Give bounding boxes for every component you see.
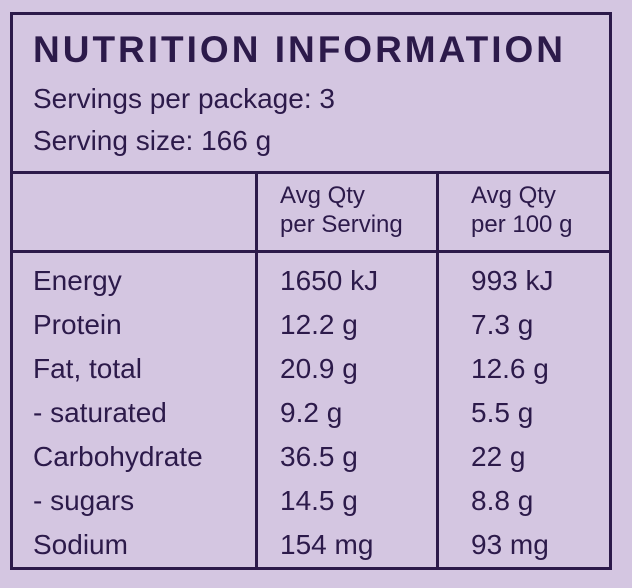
per-100g-value: 8.8 g xyxy=(471,485,534,516)
nutrient-rows: Energy 1650 kJ 993 kJ Protein 12.2 g 7.3… xyxy=(13,259,609,567)
nutrition-panel: NUTRITION INFORMATION Servings per packa… xyxy=(10,12,612,570)
per-serving-value: 9.2 g xyxy=(280,397,343,428)
per-serving-value: 12.2 g xyxy=(280,309,358,340)
nutrient-name: Carbohydrate xyxy=(33,441,203,472)
per-100g-value: 993 kJ xyxy=(471,265,554,296)
divider-header xyxy=(13,250,609,253)
per-serving-value: 1650 kJ xyxy=(280,265,379,296)
serving-size: Serving size: 166 g xyxy=(33,125,272,156)
column-header-per-100g: Avg Qty per 100 g xyxy=(471,181,572,239)
nutrient-name: Energy xyxy=(33,265,122,296)
column-header-per-serving: Avg Qty per Serving xyxy=(280,181,403,239)
nutrient-name: Sodium xyxy=(33,529,128,560)
divider-top xyxy=(13,171,609,174)
table-row: - saturated 9.2 g 5.5 g xyxy=(13,391,609,435)
table-row: Sodium 154 mg 93 mg xyxy=(13,523,609,567)
table-row: Energy 1650 kJ 993 kJ xyxy=(13,259,609,303)
per-100g-value: 7.3 g xyxy=(471,309,534,340)
nutrient-name: - sugars xyxy=(33,485,135,516)
servings-per-package: Servings per package: 3 xyxy=(33,83,335,114)
per-100g-value: 22 g xyxy=(471,441,526,472)
table-row: Fat, total 20.9 g 12.6 g xyxy=(13,347,609,391)
table-row: - sugars 14.5 g 8.8 g xyxy=(13,479,609,523)
nutrient-name: - saturated xyxy=(33,397,167,428)
per-serving-value: 14.5 g xyxy=(280,485,358,516)
per-100g-value: 5.5 g xyxy=(471,397,534,428)
column-divider-2 xyxy=(436,171,439,567)
per-serving-value: 154 mg xyxy=(280,529,374,560)
table-row: Carbohydrate 36.5 g 22 g xyxy=(13,435,609,479)
column-header-line: per Serving xyxy=(280,211,403,238)
per-serving-value: 20.9 g xyxy=(280,353,358,384)
nutrient-name: Fat, total xyxy=(33,353,142,384)
per-100g-value: 93 mg xyxy=(471,529,549,560)
column-header-line: Avg Qty xyxy=(471,182,556,209)
column-header-line: Avg Qty xyxy=(280,182,365,209)
column-divider-1 xyxy=(255,171,258,567)
nutrient-name: Protein xyxy=(33,309,122,340)
table-row: Protein 12.2 g 7.3 g xyxy=(13,303,609,347)
per-serving-value: 36.5 g xyxy=(280,441,358,472)
per-100g-value: 12.6 g xyxy=(471,353,549,384)
panel-title: NUTRITION INFORMATION xyxy=(33,29,566,70)
column-header-line: per 100 g xyxy=(471,211,573,238)
